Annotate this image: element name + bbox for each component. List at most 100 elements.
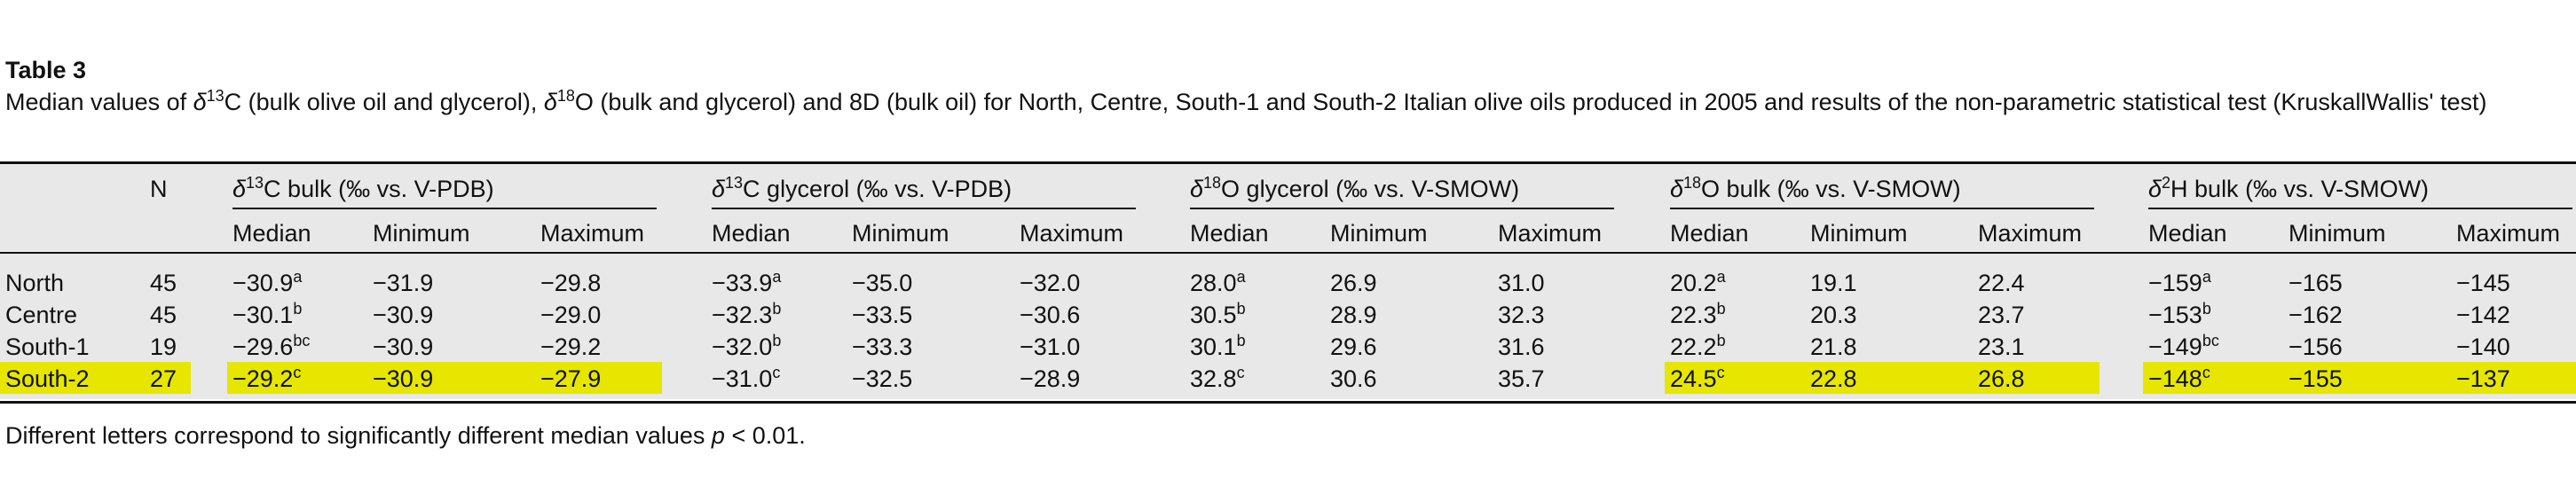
group-header: δ18O bulk (‰ vs. V-SMOW) — [1670, 174, 1961, 204]
column-header: Minimum — [2288, 220, 2386, 247]
superscript: a — [772, 268, 782, 286]
text: C (bulk olive oil and glycerol), — [224, 89, 544, 115]
cell: −153b — [2148, 300, 2211, 330]
column-header: Median — [712, 220, 791, 247]
value: −153 — [2148, 302, 2202, 328]
row-label: North — [5, 270, 65, 296]
cell: −30.1b — [232, 300, 302, 330]
superscript: b — [1236, 332, 1246, 349]
cell-highlight — [1665, 362, 2099, 394]
text: δ — [543, 89, 557, 115]
superscript: 13 — [206, 87, 225, 105]
superscript: bc — [2202, 332, 2219, 349]
column-header: Median — [232, 220, 311, 247]
cell: −27.9 — [540, 365, 602, 392]
cell: 21.8 — [1810, 334, 1857, 360]
cell: −28.9 — [1020, 365, 1081, 392]
cell: −29.2c — [232, 364, 301, 394]
cell: 22.2b — [1670, 332, 1726, 362]
cell-highlight — [2143, 362, 2576, 394]
superscript: 18 — [1203, 174, 1222, 192]
text: p — [711, 422, 725, 449]
cell: 32.3 — [1498, 302, 1545, 328]
cell: 30.6 — [1330, 365, 1377, 392]
cell: −30.9a — [232, 268, 302, 298]
text: < 0.01. — [724, 422, 806, 449]
text: Median values of — [5, 89, 193, 115]
text: C glycerol (‰ vs. V-PDB) — [743, 176, 1012, 202]
column-header: Maximum — [540, 220, 645, 247]
cell: 30.5b — [1190, 300, 1246, 330]
group-rule — [1190, 208, 1614, 209]
cell: 20.2a — [1670, 268, 1726, 298]
column-header: Maximum — [1978, 220, 2083, 247]
superscript: c — [1236, 364, 1245, 381]
cell-highlight — [227, 362, 662, 394]
row-label: South-1 — [5, 334, 90, 360]
value: −30.9 — [232, 270, 294, 296]
table-top-rule — [0, 161, 2576, 164]
group-rule — [712, 208, 1136, 209]
cell: −31.0 — [1020, 334, 1081, 360]
column-header: Maximum — [1020, 220, 1124, 247]
text: δ — [232, 176, 247, 202]
value: −29.6 — [232, 334, 294, 360]
cell: 20.3 — [1810, 302, 1857, 328]
text: H bulk (‰ vs. V-SMOW) — [2170, 176, 2430, 202]
column-header: Minimum — [373, 220, 470, 247]
superscript: b — [772, 300, 782, 318]
cell: −32.3b — [712, 300, 781, 330]
cell: 23.7 — [1978, 302, 2025, 328]
column-header: Maximum — [1498, 220, 1603, 247]
superscript: b — [1236, 300, 1246, 318]
value: −159 — [2148, 270, 2202, 296]
superscript: b — [1716, 300, 1726, 318]
value: 32.8 — [1190, 365, 1237, 392]
superscript: 18 — [556, 87, 575, 105]
superscript: bc — [293, 332, 311, 349]
cell: −155 — [2288, 365, 2343, 392]
column-header: Median — [1190, 220, 1269, 247]
text: Different letters correspond to signific… — [5, 422, 712, 449]
value: 30.1 — [1190, 334, 1237, 360]
cell: −33.5 — [852, 302, 913, 328]
value: −33.9 — [712, 270, 773, 296]
column-header: N — [150, 176, 168, 202]
header-rule — [0, 252, 2576, 254]
superscript: 18 — [1683, 174, 1702, 192]
cell: −142 — [2456, 302, 2510, 328]
cell: −33.3 — [852, 334, 913, 360]
superscript: 2 — [2162, 174, 2171, 192]
superscript: a — [2202, 268, 2211, 286]
cell: 27 — [150, 365, 177, 392]
text: O (bulk and glycerol) and 8D (bulk oil) … — [574, 89, 2487, 115]
column-header: Minimum — [852, 220, 949, 247]
cell: −140 — [2456, 334, 2510, 360]
cell: 26.9 — [1330, 270, 1377, 296]
cell: 26.8 — [1978, 365, 2025, 392]
value: 28.0 — [1190, 270, 1237, 296]
cell: 23.1 — [1978, 334, 2025, 360]
text: δ — [1190, 176, 1204, 202]
cell: 31.6 — [1498, 334, 1545, 360]
superscript: a — [293, 268, 303, 286]
text: O glycerol (‰ vs. V-SMOW) — [1221, 176, 1520, 202]
group-rule — [2148, 208, 2572, 209]
superscript: b — [772, 332, 782, 349]
cell: −148c — [2148, 364, 2210, 394]
value: −32.0 — [712, 334, 773, 360]
cell: −159a — [2148, 268, 2211, 298]
cell: −32.5 — [852, 365, 913, 392]
cell: 28.9 — [1330, 302, 1377, 328]
cell: −145 — [2456, 270, 2510, 296]
group-rule — [1670, 208, 2094, 209]
superscript: a — [1236, 268, 1246, 286]
value: −31.0 — [712, 365, 773, 392]
cell: 45 — [150, 302, 177, 328]
text: δ — [193, 89, 207, 115]
row-label: South-2 — [5, 365, 90, 392]
column-header: Minimum — [1330, 220, 1428, 247]
cell: 24.5c — [1670, 364, 1725, 394]
superscript: c — [2202, 364, 2210, 381]
cell: −35.0 — [852, 270, 913, 296]
